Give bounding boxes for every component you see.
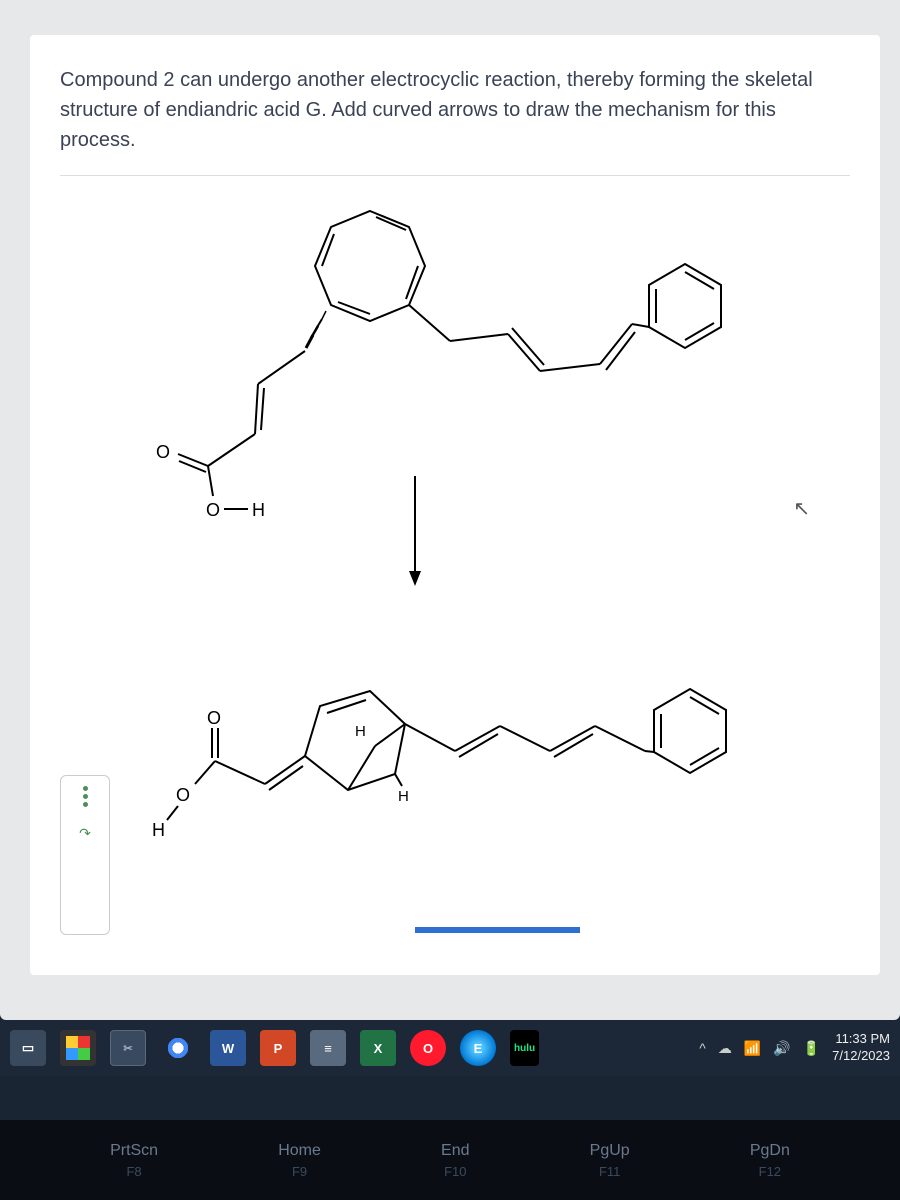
snip-icon[interactable] xyxy=(110,1030,146,1066)
hulu-icon[interactable]: hulu xyxy=(510,1030,539,1066)
svg-text:O: O xyxy=(176,785,190,805)
svg-text:H: H xyxy=(152,820,165,840)
edge-icon[interactable]: E xyxy=(460,1030,496,1066)
chevron-up-icon[interactable]: ^ xyxy=(699,1040,706,1056)
battery-icon[interactable]: 🔋 xyxy=(803,1040,820,1057)
clock[interactable]: 11:33 PM 7/12/2023 xyxy=(832,1031,890,1065)
taskbar-right: ^ ☁ 📶 🔊 🔋 11:33 PM 7/12/2023 xyxy=(699,1031,890,1065)
store-icon[interactable] xyxy=(60,1030,96,1066)
keyboard-area: PrtScn F8 Home F9 End F10 PgUp F11 PgDn … xyxy=(0,1120,900,1200)
scroll-highlight[interactable] xyxy=(415,927,580,933)
sound-icon[interactable]: 🔊 xyxy=(773,1040,790,1057)
drawing-canvas[interactable]: ↖ xyxy=(60,175,850,935)
wifi-icon[interactable]: 📶 xyxy=(744,1040,761,1057)
content-panel: Compound 2 can undergo another electrocy… xyxy=(30,35,880,975)
molecule-svg: O O H xyxy=(60,176,860,936)
svg-text:H: H xyxy=(355,723,366,740)
tool-dots xyxy=(83,786,88,807)
key-pgdn: PgDn F12 xyxy=(750,1142,790,1179)
svg-text:O: O xyxy=(207,708,221,728)
cursor-icon: ↖ xyxy=(793,496,810,521)
cloud-icon[interactable]: ☁ xyxy=(718,1040,732,1057)
molecule-tool-panel[interactable]: ↷ xyxy=(60,775,110,935)
excel-icon[interactable]: X xyxy=(360,1030,396,1066)
svg-text:H: H xyxy=(398,788,409,805)
key-prtscn: PrtScn F8 xyxy=(110,1142,158,1179)
svg-text:H: H xyxy=(252,500,265,520)
svg-text:O: O xyxy=(206,500,220,520)
svg-text:O: O xyxy=(156,442,170,462)
tool-arrow-icon: ↷ xyxy=(79,825,91,842)
top-octagon xyxy=(315,211,425,321)
chrome-icon[interactable] xyxy=(160,1030,196,1066)
screen-frame: Compound 2 can undergo another electrocy… xyxy=(0,0,900,1020)
start-icon[interactable]: ▭ xyxy=(10,1030,46,1066)
key-end: End F10 xyxy=(441,1142,469,1179)
files-icon[interactable]: ≡ xyxy=(310,1030,346,1066)
key-home: Home F9 xyxy=(278,1142,321,1179)
taskbar-left: ▭ W P ≡ X O E hulu xyxy=(10,1030,539,1066)
key-pgup: PgUp F11 xyxy=(590,1142,630,1179)
hashed-bond xyxy=(306,311,326,348)
taskbar: ▭ W P ≡ X O E hulu ^ ☁ 📶 🔊 🔋 11:33 PM 7/… xyxy=(0,1020,900,1076)
opera-icon[interactable]: O xyxy=(410,1030,446,1066)
time-text: 11:33 PM xyxy=(832,1031,890,1048)
powerpoint-icon[interactable]: P xyxy=(260,1030,296,1066)
date-text: 7/12/2023 xyxy=(832,1048,890,1065)
question-text: Compound 2 can undergo another electrocy… xyxy=(60,65,850,155)
word-icon[interactable]: W xyxy=(210,1030,246,1066)
